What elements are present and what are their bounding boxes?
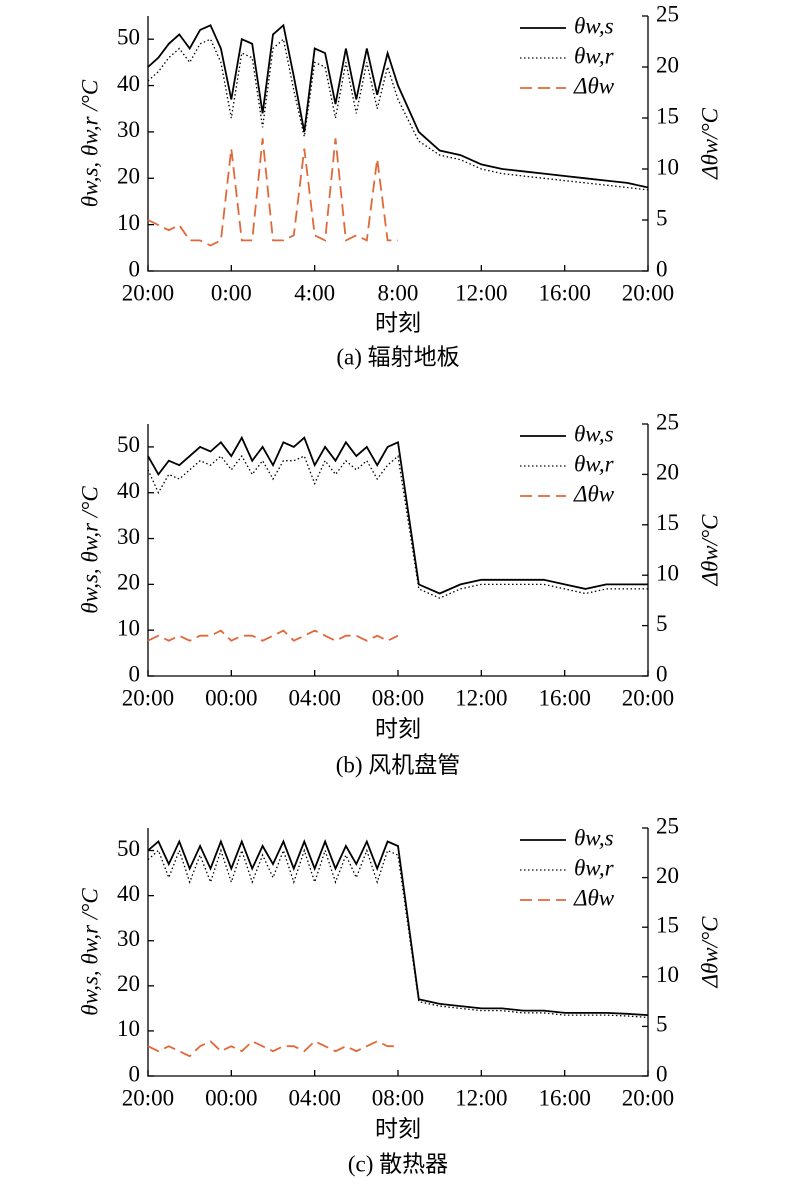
x-tick-label: 20:00 [622,685,674,710]
y2-tick-label: 25 [656,409,679,434]
x-tick-label: 4:00 [294,280,335,305]
x-tick-label: 12:00 [455,280,507,305]
y-tick-label: 20 [117,971,140,996]
x-tick-label: 16:00 [538,685,590,710]
y-tick-label: 50 [117,432,140,457]
y2-tick-label: 5 [656,205,668,230]
axis-frame [147,828,649,1077]
y-axis-label: θw,s, θw,r /°C [77,79,102,207]
caption: (c) 散热器 [348,1151,448,1176]
y-axis-label: θw,s, θw,r /°C [77,486,102,614]
legend-label: θw,r [574,43,615,68]
y2-tick-label: 20 [656,460,679,485]
y-tick-label: 0 [129,661,141,686]
x-axis-label: 时刻 [375,310,421,335]
y2-tick-label: 5 [656,611,668,636]
y-tick-label: 50 [117,836,140,861]
x-tick-label: 12:00 [455,685,507,710]
series-line [147,435,648,595]
x-tick-label: 16:00 [538,1085,590,1110]
y2-tick-label: 20 [656,52,679,77]
x-tick-label: 20:00 [122,1085,174,1110]
y2-tick-label: 10 [656,560,679,585]
y-tick-label: 0 [129,1061,141,1086]
y-axis-label: θw,s, θw,r /°C [77,888,102,1016]
x-tick-label: 12:00 [455,1085,507,1110]
x-tick-label: 08:00 [372,685,424,710]
x-tick-label: 20:00 [122,685,174,710]
y2-axis-label: Δθw/°C [697,107,722,180]
axis-frame [147,424,649,677]
y2-tick-label: 0 [656,256,668,281]
panel: 0 10 20 30 40 50 0 5 10 15 20 25 20:00 00:00 04:00 08:0… [77,813,722,1176]
legend-label: θw,s [574,13,614,38]
y2-tick-label: 0 [656,1061,668,1086]
y-tick-label: 40 [117,71,140,96]
legend-label: Δθw [573,481,615,506]
x-axis-label: 时刻 [375,1116,421,1141]
axis-frame [147,16,649,272]
y-tick-label: 40 [117,478,140,503]
y2-tick-label: 10 [656,962,679,987]
x-tick-label: 04:00 [288,685,340,710]
y-tick-label: 40 [117,881,140,906]
series-line [147,23,649,189]
x-tick-label: 00:00 [205,1085,257,1110]
legend-label: θw,r [574,451,615,476]
y-tick-label: 30 [117,926,140,951]
x-axis-label: 时刻 [375,716,421,741]
legend-label: Δθw [573,73,615,98]
series-line [147,848,649,1019]
legend-label: θw,s [574,421,614,446]
series-line [147,838,649,1016]
y2-axis-label: Δθw/°C [697,916,722,989]
caption: (b) 风机盘管 [336,752,461,777]
y-tick-label: 30 [117,524,140,549]
y-tick-label: 10 [117,1016,140,1041]
series-line [147,454,648,599]
y2-tick-label: 15 [656,103,679,128]
x-tick-label: 0:00 [211,280,252,305]
y2-tick-label: 0 [656,661,668,686]
legend-label: θw,r [574,855,615,880]
y2-tick-label: 25 [656,813,679,838]
y-tick-label: 10 [117,615,140,640]
legend-label: Δθw [573,885,615,910]
y2-tick-label: 20 [656,863,679,888]
y2-axis-label: Δθw/°C [697,514,722,587]
y-tick-label: 10 [117,210,140,235]
caption: (a) 辐射地板 [336,344,459,369]
series-line [147,629,399,642]
y-tick-label: 20 [117,570,140,595]
y-tick-label: 20 [117,164,140,189]
x-tick-label: 8:00 [378,280,419,305]
x-tick-label: 20:00 [622,1085,674,1110]
y2-tick-label: 15 [656,912,679,937]
panel: 0 10 20 30 40 50 0 5 10 15 20 25 20:00 0:00 4:00 8:00 12… [77,1,722,369]
x-tick-label: 04:00 [288,1085,340,1110]
series-line [147,138,398,247]
x-tick-label: 20:00 [122,280,174,305]
y2-tick-label: 5 [656,1012,668,1037]
y2-tick-label: 25 [656,1,679,26]
y-tick-label: 30 [117,117,140,142]
y-tick-label: 50 [117,24,140,49]
y2-tick-label: 15 [656,510,679,535]
x-tick-label: 00:00 [205,685,257,710]
y2-tick-label: 10 [656,154,679,179]
x-tick-label: 20:00 [622,280,674,305]
series-line [147,1040,398,1058]
legend-label: θw,s [574,825,614,850]
x-tick-label: 08:00 [372,1085,424,1110]
y-tick-label: 0 [129,256,141,281]
x-tick-label: 16:00 [538,280,590,305]
panel: 0 10 20 30 40 50 0 5 10 15 20 25 20:00 00:00 04:00 08:0… [77,409,722,777]
